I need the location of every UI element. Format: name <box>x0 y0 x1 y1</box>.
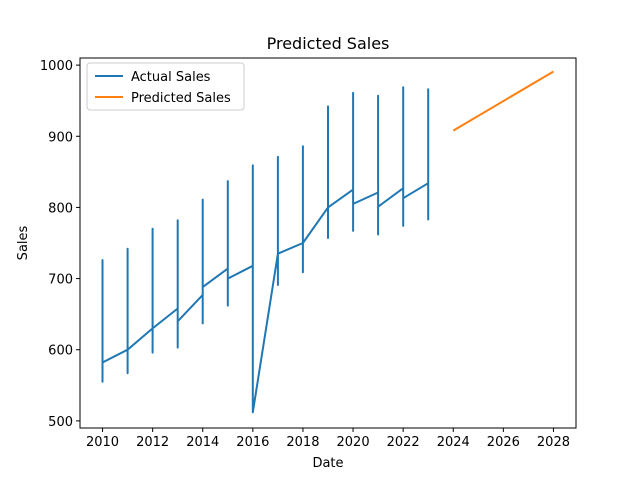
y-axis-label: Sales <box>16 225 31 260</box>
series-line-predicted-sales <box>452 70 555 132</box>
y-tick-label: 900 <box>48 130 73 145</box>
y-tick-label: 1000 <box>40 59 73 74</box>
x-tick-label: 2012 <box>136 435 169 450</box>
series-line-actual-sales <box>101 86 430 414</box>
x-tick-label: 2020 <box>337 435 370 450</box>
plot-series <box>101 70 555 414</box>
x-axis: 2010 2012 2014 2016 2018 2020 2022 2024 2026 2028 <box>86 428 570 450</box>
x-tick-label: 2010 <box>86 435 119 450</box>
x-tick-label: 2014 <box>186 435 219 450</box>
y-tick-label: 700 <box>48 273 73 288</box>
x-tick-label: 2016 <box>236 435 269 450</box>
x-tick-label: 2022 <box>387 435 420 450</box>
legend: Actual Sales Predicted Sales <box>86 62 245 111</box>
x-tick-label: 2028 <box>537 435 570 450</box>
legend-label-predicted-sales: Predicted Sales <box>131 91 231 106</box>
plot-frame <box>79 57 577 429</box>
y-tick-label: 600 <box>48 344 73 359</box>
chart-title: Predicted Sales <box>267 34 390 53</box>
x-tick-label: 2018 <box>286 435 319 450</box>
y-axis: 500 600 700 800 900 1000 <box>40 59 80 430</box>
y-tick-label: 800 <box>48 201 73 216</box>
legend-box <box>86 62 245 111</box>
y-tick-label: 500 <box>48 415 73 430</box>
x-axis-label: Date <box>312 456 343 471</box>
legend-label-actual-sales: Actual Sales <box>131 70 211 85</box>
x-tick-label: 2026 <box>487 435 520 450</box>
x-tick-label: 2024 <box>437 435 470 450</box>
